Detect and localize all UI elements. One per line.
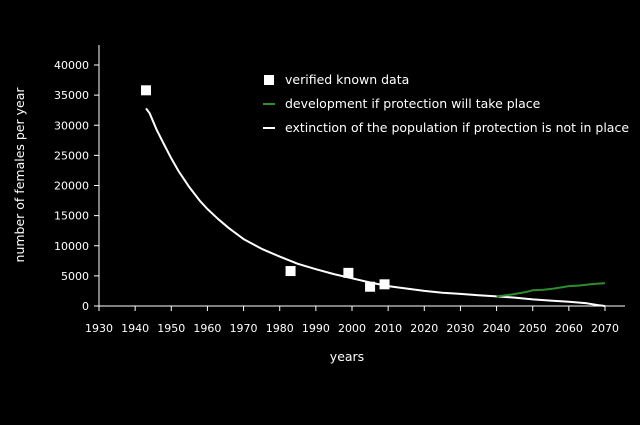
x-tick-label: 2060 xyxy=(555,322,583,335)
x-tick-label: 2000 xyxy=(338,322,366,335)
y-tick-label: 30000 xyxy=(54,119,89,132)
x-tick-label: 2030 xyxy=(446,322,474,335)
legend: verified known data development if protec… xyxy=(263,72,629,135)
legend-label: extinction of the population if protecti… xyxy=(285,120,629,135)
x-tick-label: 2050 xyxy=(519,322,547,335)
y-tick-label: 25000 xyxy=(54,149,89,162)
protection-line xyxy=(496,282,606,298)
y-axis-title: number of females per year xyxy=(12,87,27,263)
verified-data-point xyxy=(285,266,296,277)
x-tick-label: 1990 xyxy=(302,322,330,335)
axes xyxy=(98,45,625,307)
x-tick-label: 2070 xyxy=(591,322,619,335)
y-tick-label: 20000 xyxy=(54,180,89,193)
legend-label: verified known data xyxy=(285,72,409,87)
y-tick-label: 5000 xyxy=(61,270,89,283)
legend-label: development if protection will take plac… xyxy=(285,96,541,111)
legend-square-marker xyxy=(264,75,274,85)
x-axis-title: years xyxy=(330,349,364,364)
y-tick-label: 0 xyxy=(82,300,89,313)
verified-data-point xyxy=(379,279,390,290)
x-tick-label: 1930 xyxy=(85,322,113,335)
x-tick-label: 1960 xyxy=(193,322,221,335)
x-tick-label: 2040 xyxy=(483,322,511,335)
x-tick-label: 1940 xyxy=(121,322,149,335)
verified-data-point xyxy=(343,267,354,278)
y-tick-label: 15000 xyxy=(54,210,89,223)
x-tick-label: 1980 xyxy=(266,322,294,335)
y-tick-label: 35000 xyxy=(54,89,89,102)
verified-data-point xyxy=(140,85,151,96)
x-tick-label: 1970 xyxy=(230,322,258,335)
y-tick-label: 10000 xyxy=(54,240,89,253)
verified-data-point xyxy=(365,281,376,292)
x-tick-label: 2010 xyxy=(374,322,402,335)
x-tick-label: 2020 xyxy=(410,322,438,335)
extinction-line xyxy=(145,107,606,307)
x-tick-label: 1950 xyxy=(157,322,185,335)
series-layer xyxy=(140,85,606,307)
y-tick-label: 40000 xyxy=(54,59,89,72)
y-tick-group: 0 5000 10000 15000 20000 25000 30000 35000 40000 xyxy=(54,59,99,313)
x-tick-group: 1930 1940 1950 1960 1970 1980 1990 2000 2010 2020… xyxy=(85,306,619,335)
